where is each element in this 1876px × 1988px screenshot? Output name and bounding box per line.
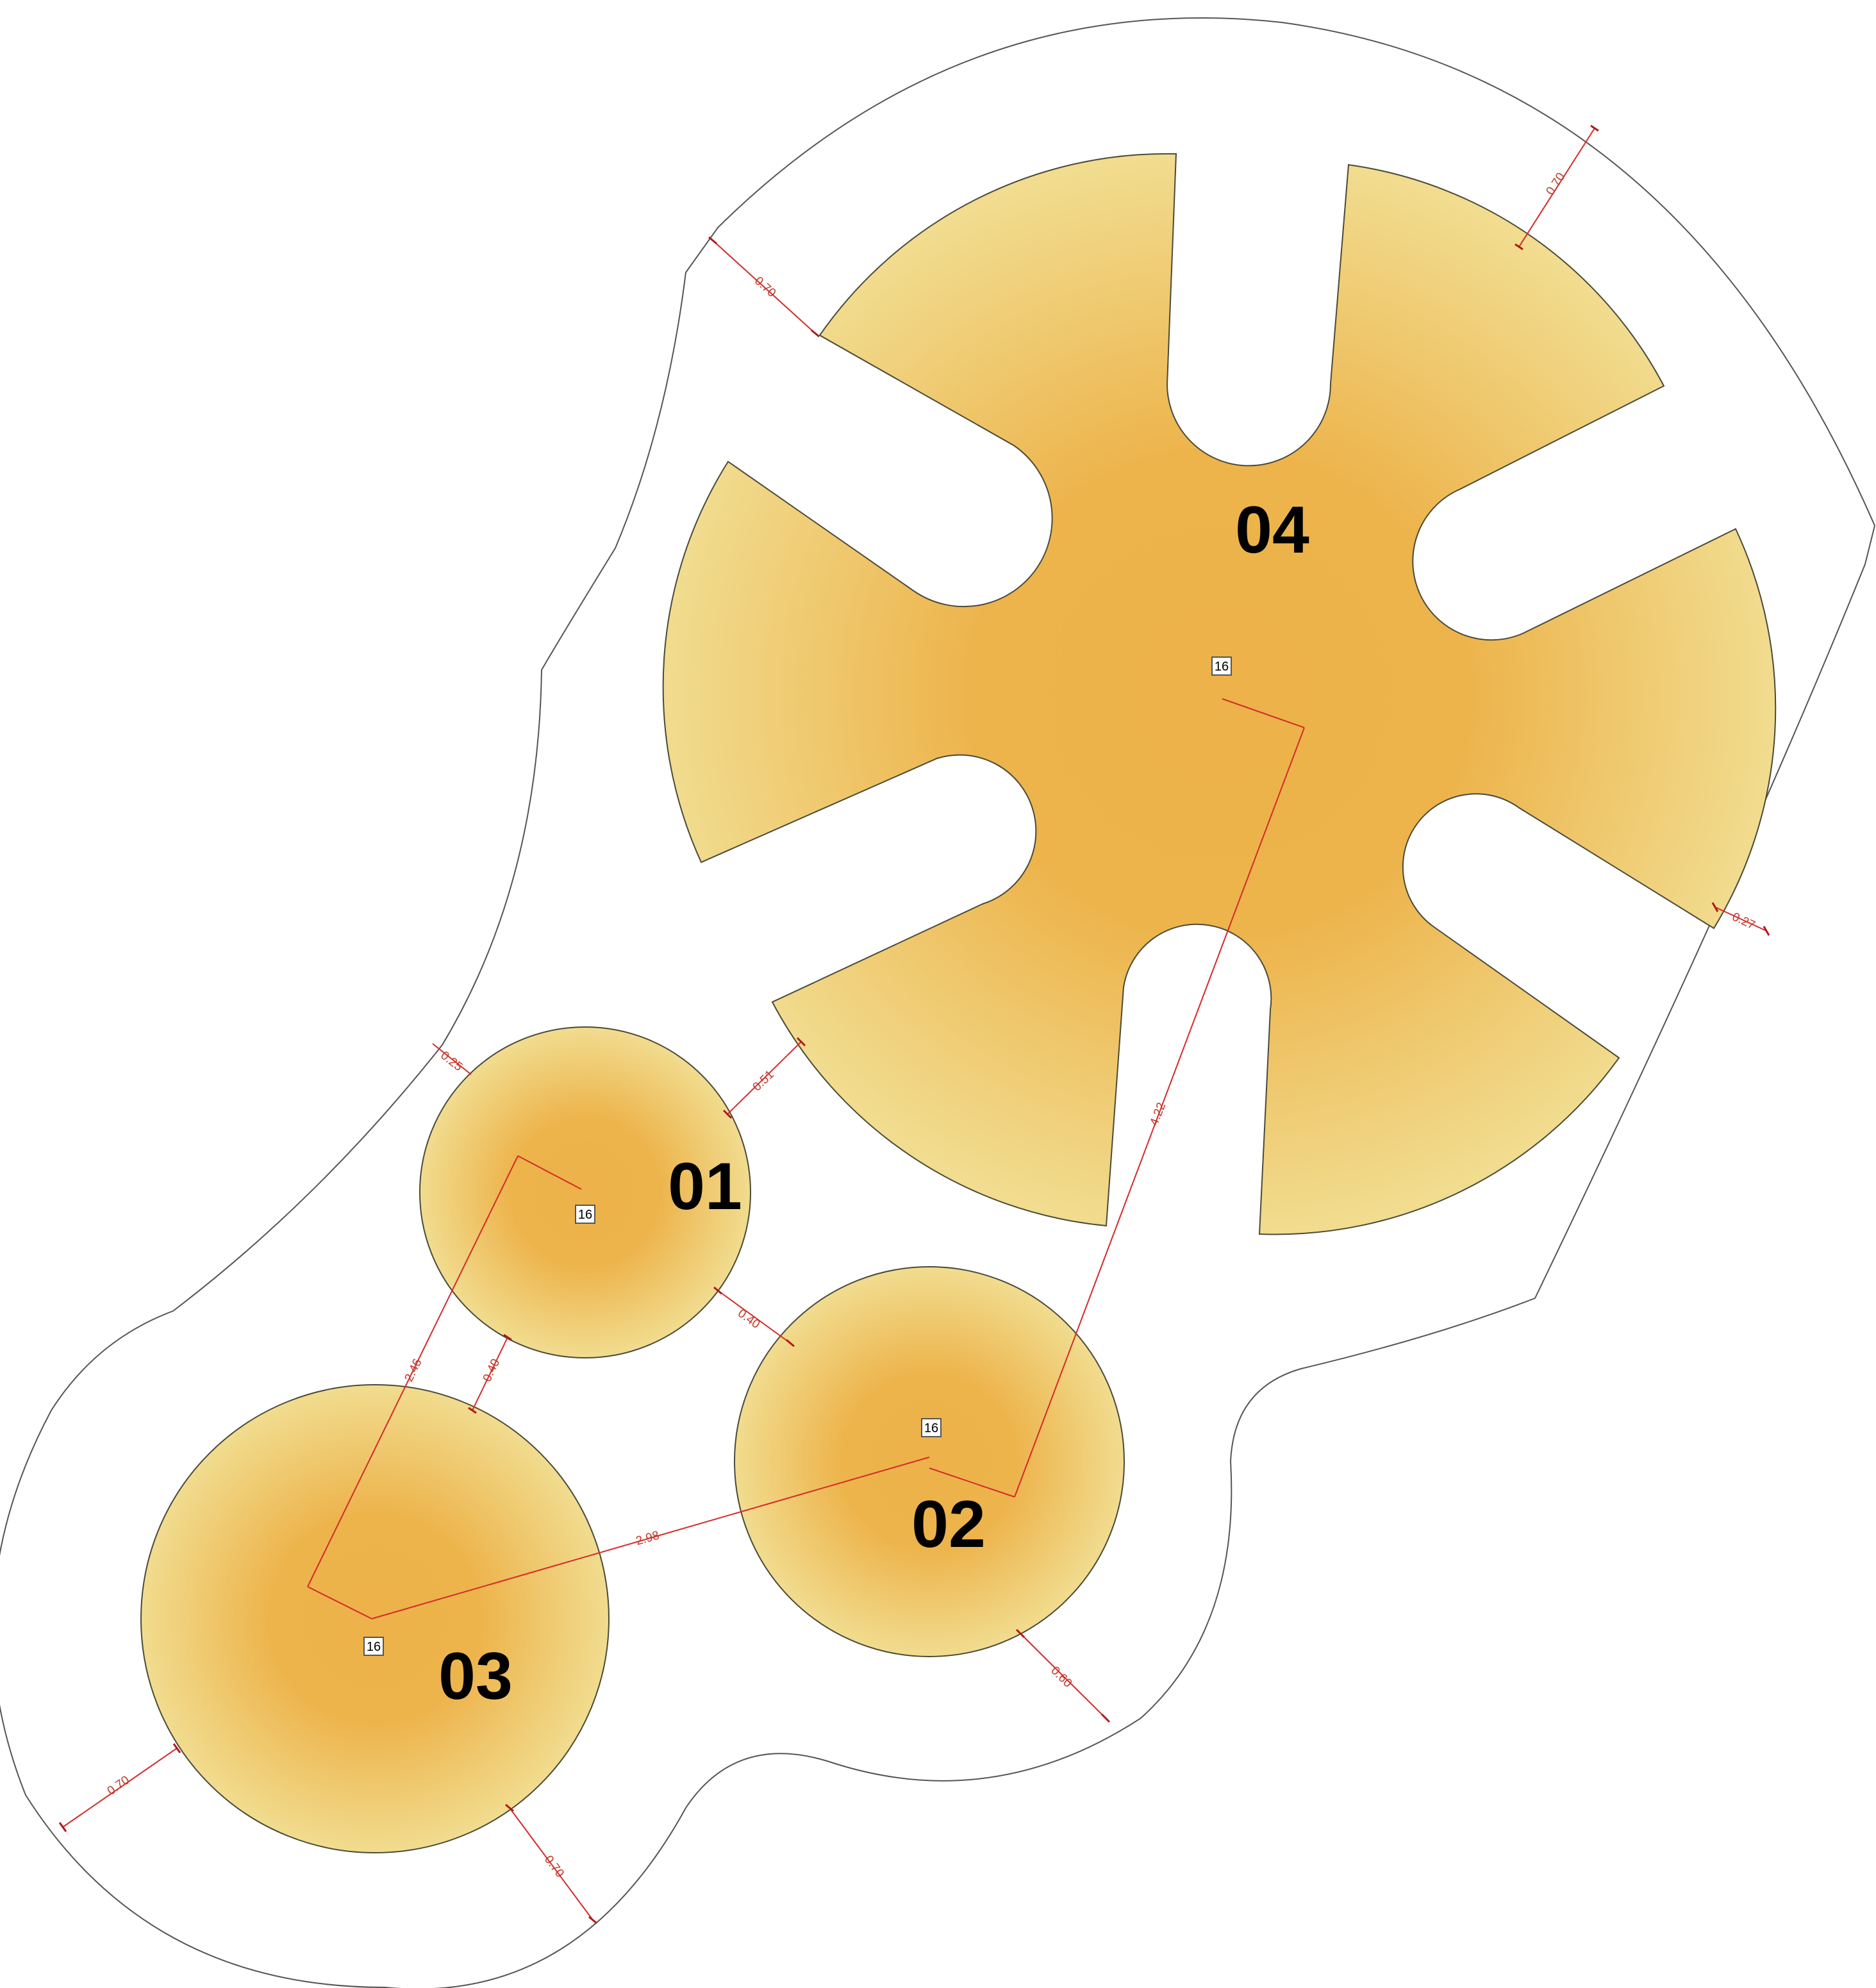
- dimension-lines: [62, 128, 1767, 1921]
- dim-line-gap-01-02: [717, 1290, 791, 1344]
- dim-clearance-left-03: 0.70: [105, 1773, 132, 1798]
- dim-clearance-left-01: 0.25: [438, 1049, 465, 1074]
- dim-line-clearance-bottom-02: [1020, 1633, 1106, 1719]
- part-label-03: 03: [438, 1639, 513, 1714]
- dim-gap-01-02: 0.40: [735, 1307, 762, 1332]
- badge-03: 16: [363, 1637, 384, 1656]
- dim-line-clearance-right: [1714, 906, 1767, 931]
- dim-line-clearance-bottom-03: [509, 1807, 594, 1921]
- dim-line-gap-01-04: [727, 1041, 802, 1115]
- dim-gap-01-04: 0.51: [751, 1068, 777, 1094]
- dim-line-distance-03-01: [307, 1155, 519, 1587]
- dim-clearance-bottom-02: 0.60: [1048, 1664, 1074, 1691]
- svg-text:16: 16: [578, 1208, 592, 1222]
- dim-gap-01-03: 0.40: [481, 1357, 503, 1383]
- dim-line-clearance-left-01: [432, 1043, 472, 1075]
- badge-02: 16: [921, 1418, 942, 1437]
- dim-distance-03-02: 2.98: [635, 1529, 661, 1548]
- nesting-boundary: [0, 17, 1876, 1988]
- dim-line-distance-02-04: [1014, 727, 1305, 1498]
- dim-clearance-top-right: 0.70: [1544, 171, 1568, 197]
- dim-clearance-right: 0.27: [1730, 910, 1757, 933]
- dimension-ticks: [58, 124, 1770, 1925]
- svg-text:16: 16: [1215, 660, 1229, 674]
- svg-text:16: 16: [367, 1640, 381, 1654]
- part-label-02: 02: [911, 1487, 986, 1562]
- svg-text:16: 16: [924, 1421, 938, 1435]
- dim-line-distance-02-04-ext-b: [929, 1467, 1015, 1498]
- dim-line-clearance-top-left: [712, 240, 816, 334]
- dim-line-distance-03-02: [371, 1457, 930, 1619]
- part-02[interactable]: [734, 1266, 1125, 1657]
- badge-04: 16: [1211, 656, 1232, 676]
- part-04[interactable]: [662, 153, 1777, 1235]
- dim-distance-03-01: 2.46: [403, 1357, 425, 1383]
- part-label-01: 01: [668, 1149, 742, 1224]
- dim-line-gap-01-03: [472, 1337, 508, 1411]
- part-03[interactable]: [140, 1384, 610, 1853]
- part-01[interactable]: [419, 1026, 751, 1358]
- dim-distance-02-04: 4.22: [1147, 1101, 1168, 1128]
- dim-clearance-bottom-03: 0.70: [542, 1853, 567, 1880]
- dim-line-distance-02-04-ext-a: [1222, 698, 1305, 728]
- dim-line-clearance-top-right: [1518, 128, 1595, 247]
- part-label-04: 04: [1235, 493, 1309, 567]
- dim-line-distance-03-01-ext-b: [307, 1586, 372, 1619]
- dim-line-distance-03-01-ext-a: [517, 1155, 582, 1190]
- badge-01: 16: [575, 1205, 595, 1224]
- dim-line-clearance-left-03: [62, 1748, 178, 1828]
